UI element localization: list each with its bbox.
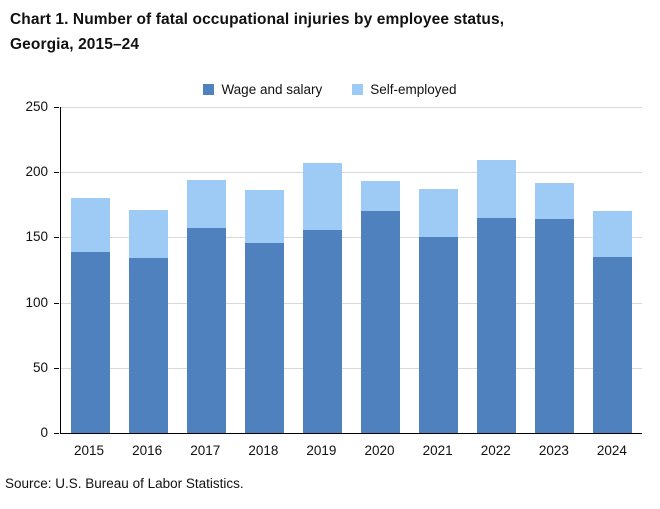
- y-axis-tick-200: [54, 172, 59, 174]
- y-axis-label-0: 0: [40, 425, 48, 440]
- bar-2018-segment-wage-and-salary: [244, 242, 284, 433]
- legend-label-wage-and-salary: Wage and salary: [221, 82, 323, 97]
- bar-2018-segment-self-employed: [244, 190, 284, 243]
- x-axis-label-2017: 2017: [190, 443, 221, 458]
- bar-2019-segment-wage-and-salary: [302, 229, 342, 433]
- y-axis-label-50: 50: [32, 359, 48, 375]
- chart-title: Chart 1. Number of fatal occupational in…: [10, 7, 655, 57]
- bar-2016: [128, 210, 168, 433]
- bar-2017-segment-wage-and-salary: [186, 228, 226, 433]
- bar-2023-segment-self-employed: [535, 182, 575, 220]
- bar-2024: [593, 211, 633, 433]
- gridline-200: [61, 172, 642, 174]
- chart-title-line-1: Chart 1. Number of fatal occupational in…: [10, 11, 505, 28]
- bar-2015-segment-wage-and-salary: [70, 251, 110, 433]
- gridline-50: [61, 367, 642, 369]
- x-axis-label-2020: 2020: [364, 443, 395, 458]
- x-axis-label-2016: 2016: [132, 443, 163, 458]
- legend-item-self-employed: Self-employed: [352, 82, 457, 97]
- gridline-150: [61, 237, 642, 239]
- bar-2017-segment-self-employed: [186, 180, 226, 229]
- x-axis-label-2019: 2019: [306, 443, 337, 458]
- plot-area: [60, 107, 642, 434]
- source-note: Source: U.S. Bureau of Labor Statistics.: [5, 476, 244, 491]
- bar-2015: [70, 198, 110, 433]
- x-axis-label-2015: 2015: [74, 443, 105, 458]
- bar-2015-segment-self-employed: [70, 198, 110, 252]
- bar-2016-segment-wage-and-salary: [128, 258, 168, 433]
- y-axis-label-150: 150: [25, 229, 48, 245]
- gridline-100: [61, 302, 642, 304]
- bar-2022-segment-self-employed: [477, 160, 517, 218]
- bar-2019-segment-self-employed: [302, 163, 342, 230]
- bar-2020-segment-wage-and-salary: [361, 211, 401, 433]
- x-axis-label-2024: 2024: [596, 443, 627, 458]
- legend-label-self-employed: Self-employed: [370, 82, 457, 97]
- bar-2024-segment-self-employed: [593, 211, 633, 257]
- bar-2021-segment-self-employed: [419, 189, 459, 238]
- legend-item-wage-and-salary: Wage and salary: [203, 82, 322, 97]
- y-axis-tick-250: [54, 107, 59, 108]
- bar-2023-segment-wage-and-salary: [535, 219, 575, 433]
- x-axis-label-2023: 2023: [538, 443, 569, 458]
- chart-title-line-2: Georgia, 2015–24: [10, 36, 140, 53]
- bar-2023: [535, 182, 575, 433]
- bar-2024-segment-wage-and-salary: [593, 256, 633, 433]
- wage-and-salary-swatch-icon: [203, 84, 215, 95]
- x-axis-label-2022: 2022: [480, 443, 511, 458]
- x-axis-label-2021: 2021: [422, 443, 453, 458]
- bar-2016-segment-self-employed: [128, 210, 168, 259]
- bar-2021-segment-wage-and-salary: [419, 237, 459, 433]
- bar-2021: [419, 189, 459, 433]
- bar-2018: [244, 190, 284, 433]
- bar-2019: [302, 163, 342, 433]
- legend: Wage and salary Self-employed: [0, 82, 660, 97]
- gridline-250: [61, 107, 642, 108]
- bar-2022-segment-wage-and-salary: [477, 217, 517, 433]
- bar-2020-segment-self-employed: [361, 181, 401, 212]
- bar-2017: [186, 180, 226, 433]
- y-axis-tick-0: [54, 433, 59, 434]
- self-employed-swatch-icon: [352, 84, 364, 95]
- bar-2022: [477, 160, 517, 433]
- x-axis-label-2018: 2018: [248, 443, 279, 458]
- y-axis-tick-100: [54, 302, 59, 304]
- y-axis-label-100: 100: [25, 294, 48, 310]
- y-axis-tick-50: [54, 367, 59, 369]
- y-axis-label-200: 200: [25, 164, 48, 180]
- y-axis-label-250: 250: [25, 99, 48, 114]
- bar-2020: [361, 181, 401, 433]
- y-axis-tick-150: [54, 237, 59, 239]
